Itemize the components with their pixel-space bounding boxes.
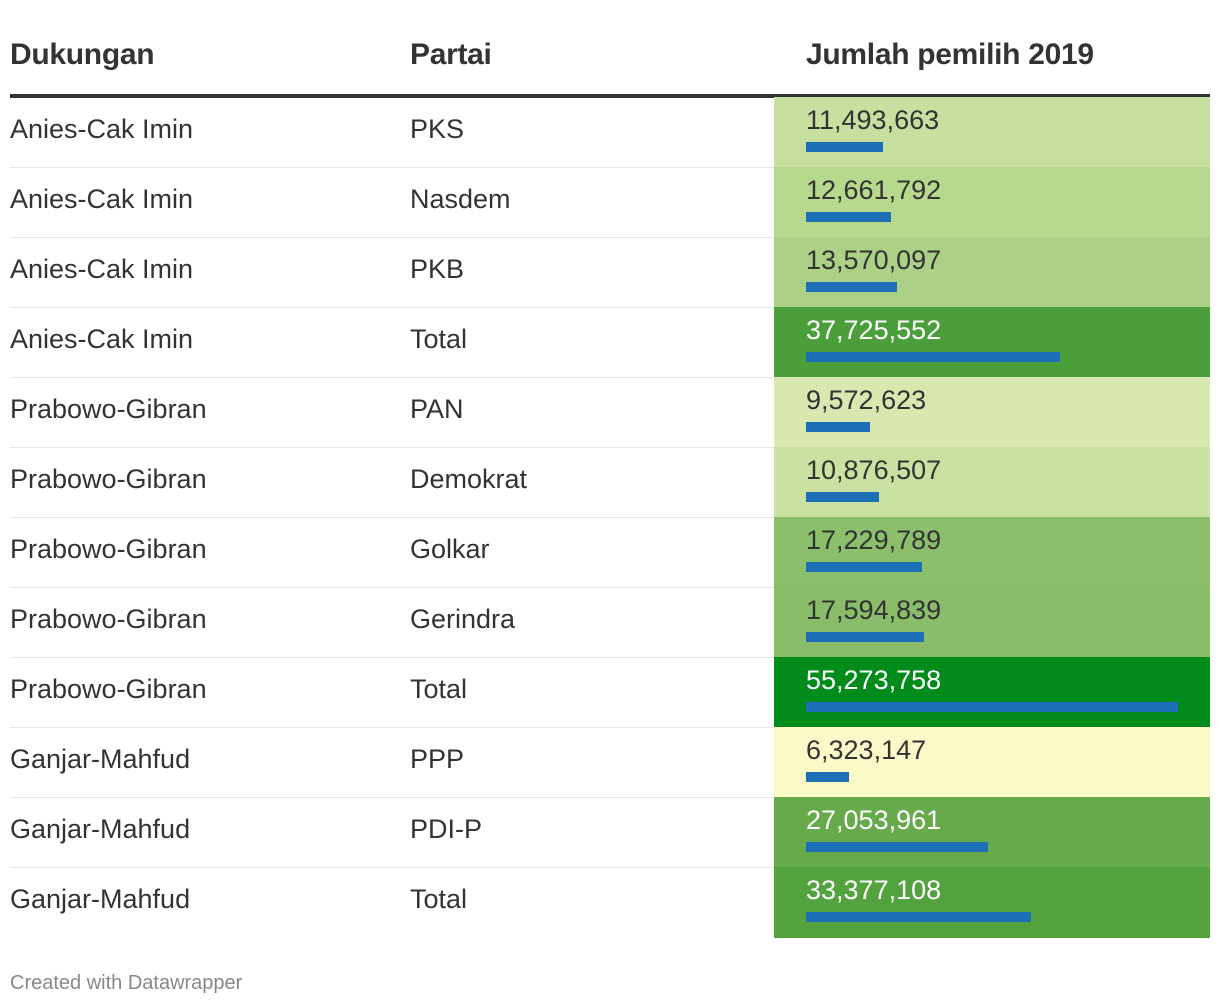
cell-partai: Total xyxy=(410,674,468,704)
value-label: 27,053,961 xyxy=(806,805,942,835)
table-row: Prabowo-Gibran PAN 9,572,623 xyxy=(10,377,1210,448)
cell-partai: Demokrat xyxy=(410,464,528,494)
cell-jumlah-heatmap: 12,661,792 xyxy=(774,167,1210,238)
cell-partai: Total xyxy=(410,884,468,914)
value-label: 12,661,792 xyxy=(806,175,942,205)
value-bar xyxy=(806,772,849,782)
value-bar xyxy=(806,212,891,222)
table-body: Anies-Cak Imin PKS 11,493,663 Anies-Cak Imi… xyxy=(10,97,1210,938)
value-label: 17,594,839 xyxy=(806,595,942,625)
cell-partai: Total xyxy=(410,324,468,354)
table-row: Prabowo-Gibran Total 55,273,758 xyxy=(10,657,1210,728)
cell-partai: Golkar xyxy=(410,534,490,564)
cell-jumlah-heatmap: 17,229,789 xyxy=(774,517,1210,588)
table-row: Anies-Cak Imin PKB 13,570,097 xyxy=(10,237,1210,308)
value-bar xyxy=(806,352,1060,362)
cell-jumlah-heatmap: 11,493,663 xyxy=(774,97,1210,168)
value-label: 55,273,758 xyxy=(806,665,942,695)
table-row: Prabowo-Gibran Gerindra 17,594,839 xyxy=(10,587,1210,658)
table-row: Prabowo-Gibran Golkar 17,229,789 xyxy=(10,517,1210,588)
table-row: Anies-Cak Imin Total 37,725,552 xyxy=(10,307,1210,378)
table-row: Prabowo-Gibran Demokrat 10,876,507 xyxy=(10,447,1210,518)
cell-jumlah-heatmap: 13,570,097 xyxy=(774,237,1210,308)
table-row: Anies-Cak Imin Nasdem 12,661,792 xyxy=(10,167,1210,238)
header-dukungan[interactable]: Dukungan xyxy=(10,38,155,71)
value-label: 9,572,623 xyxy=(806,385,927,415)
cell-partai: PAN xyxy=(410,394,464,424)
cell-dukungan: Anies-Cak Imin xyxy=(10,184,194,214)
cell-jumlah-heatmap: 27,053,961 xyxy=(774,797,1210,868)
value-bar xyxy=(806,912,1031,922)
value-bar xyxy=(806,842,988,852)
value-label: 37,725,552 xyxy=(806,315,942,345)
cell-dukungan: Ganjar-Mahfud xyxy=(10,814,191,844)
cell-dukungan: Ganjar-Mahfud xyxy=(10,744,191,774)
cell-dukungan: Anies-Cak Imin xyxy=(10,324,194,354)
cell-dukungan: Anies-Cak Imin xyxy=(10,254,194,284)
cell-dukungan: Prabowo-Gibran xyxy=(10,394,207,424)
value-bar xyxy=(806,632,924,642)
cell-jumlah-heatmap: 9,572,623 xyxy=(774,377,1210,448)
cell-partai: PDI-P xyxy=(410,814,483,844)
cell-dukungan: Prabowo-Gibran xyxy=(10,464,207,494)
cell-jumlah-heatmap: 10,876,507 xyxy=(774,447,1210,518)
value-bar xyxy=(806,562,922,572)
data-table: Dukungan Partai Jumlah pemilih 2019 Anie… xyxy=(10,0,1210,938)
cell-dukungan: Prabowo-Gibran xyxy=(10,674,207,704)
value-bar xyxy=(806,282,897,292)
cell-jumlah-heatmap: 33,377,108 xyxy=(774,867,1210,938)
value-bar xyxy=(806,492,879,502)
value-label: 17,229,789 xyxy=(806,525,942,555)
cell-partai: PKS xyxy=(410,114,465,144)
table-header: Dukungan Partai Jumlah pemilih 2019 xyxy=(10,0,1210,98)
cell-partai: Nasdem xyxy=(410,184,511,214)
value-bar xyxy=(806,702,1178,712)
cell-dukungan: Prabowo-Gibran xyxy=(10,604,207,634)
table-row: Ganjar-Mahfud Total 33,377,108 xyxy=(10,867,1210,938)
cell-jumlah-heatmap: 37,725,552 xyxy=(774,307,1210,378)
cell-jumlah-heatmap: 17,594,839 xyxy=(774,587,1210,658)
cell-jumlah-heatmap: 6,323,147 xyxy=(774,727,1210,798)
value-label: 10,876,507 xyxy=(806,455,942,485)
value-bar xyxy=(806,422,870,432)
table-row: Ganjar-Mahfud PPP 6,323,147 xyxy=(10,727,1210,798)
cell-dukungan: Anies-Cak Imin xyxy=(10,114,194,144)
cell-jumlah-heatmap: 55,273,758 xyxy=(774,657,1210,728)
table-row: Ganjar-Mahfud PDI-P 27,053,961 xyxy=(10,797,1210,868)
header-partai[interactable]: Partai xyxy=(410,38,492,71)
value-bar xyxy=(806,142,883,152)
cell-partai: Gerindra xyxy=(410,604,516,634)
datawrapper-credit[interactable]: Created with Datawrapper xyxy=(10,972,243,994)
value-label: 33,377,108 xyxy=(806,875,942,905)
value-label: 6,323,147 xyxy=(806,735,927,765)
cell-dukungan: Prabowo-Gibran xyxy=(10,534,207,564)
cell-partai: PKB xyxy=(410,254,465,284)
value-label: 11,493,663 xyxy=(806,105,940,135)
value-label: 13,570,097 xyxy=(806,245,942,275)
cell-partai: PPP xyxy=(410,744,465,774)
cell-dukungan: Ganjar-Mahfud xyxy=(10,884,191,914)
table-row: Anies-Cak Imin PKS 11,493,663 xyxy=(10,97,1210,168)
header-jumlah-pemilih[interactable]: Jumlah pemilih 2019 xyxy=(806,38,1094,71)
